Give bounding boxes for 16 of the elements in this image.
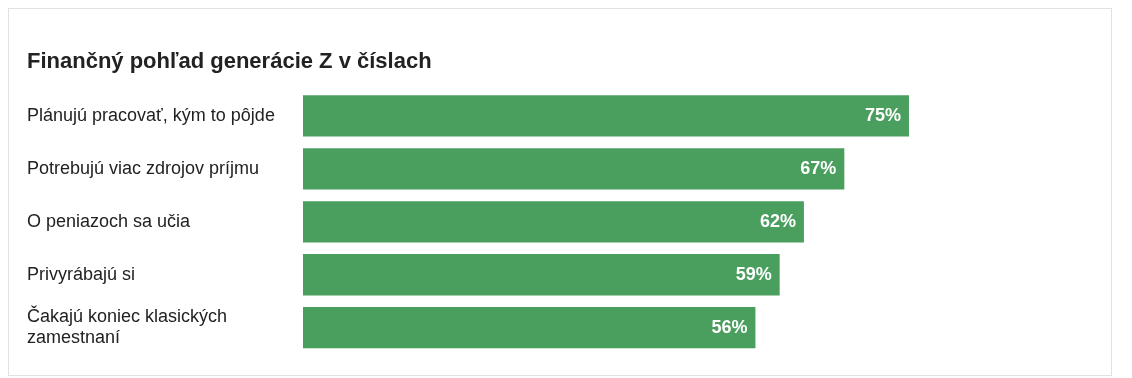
y-tick-label: Potrebujú viac zdrojov príjmu xyxy=(27,157,260,178)
bar xyxy=(302,201,804,243)
y-tick-label: O peniazoch sa učia xyxy=(27,210,192,231)
bar xyxy=(302,307,756,349)
y-tick-label: Čakajú koniec klasických zamestnaní xyxy=(27,304,228,348)
data-label: 67% xyxy=(800,157,837,178)
data-label: 59% xyxy=(735,263,772,284)
bar xyxy=(302,148,845,190)
y-tick-label: Plánujú pracovať, kým to pôjde xyxy=(27,104,275,125)
data-label: 62% xyxy=(759,210,796,231)
data-label: 75% xyxy=(864,104,901,125)
y-tick-label: Privyrábajú si xyxy=(27,263,136,284)
bar xyxy=(302,254,780,296)
data-label: 56% xyxy=(711,316,748,337)
chart-title: Finančný pohľad generácie Z v číslach xyxy=(27,48,432,74)
bar xyxy=(302,95,909,137)
